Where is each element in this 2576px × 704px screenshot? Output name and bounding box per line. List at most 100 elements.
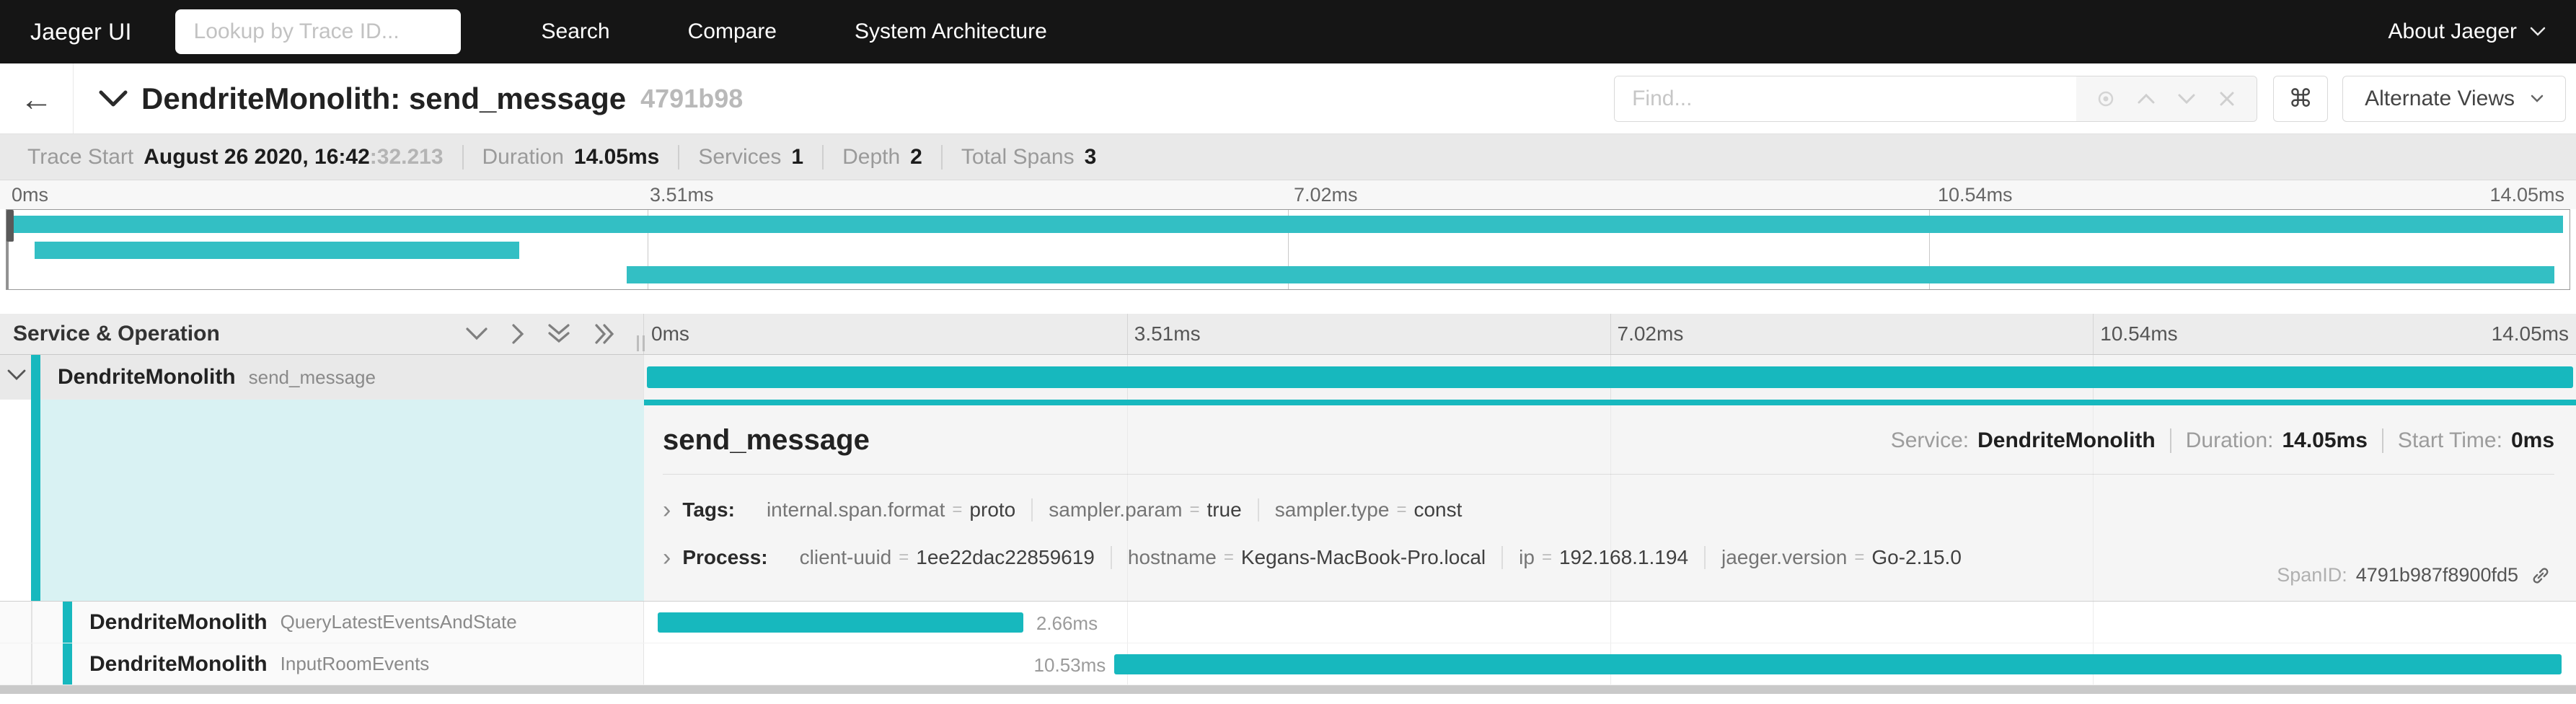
process-row: › Process: client-uuid = 1ee22dac2285961… (663, 545, 2554, 570)
equals-sign: = (899, 547, 909, 567)
collapse-one-icon[interactable] (464, 327, 489, 341)
span-duration-bar[interactable] (1114, 654, 2562, 674)
depth-value: 2 (910, 144, 922, 169)
trace-summary-bar: Trace Start August 26 2020, 16:42:32.213… (0, 134, 2576, 180)
about-jaeger-label: About Jaeger (2388, 19, 2517, 43)
span-id-label: SpanID: (2277, 564, 2347, 586)
tag-value: true (1207, 498, 1242, 521)
alternate-views-dropdown[interactable]: Alternate Views (2342, 75, 2566, 122)
timeline-gridline (1610, 602, 1611, 643)
equals-sign: = (1189, 500, 1200, 519)
find-prev-icon[interactable] (2135, 88, 2157, 110)
main-nav: Search Compare System Architecture (542, 19, 1047, 44)
summary-services: Services 1 (678, 144, 822, 170)
span-name-cell[interactable]: DendriteMonolith QueryLatestEventsAndSta… (0, 602, 644, 643)
process-toggle[interactable]: Process: (682, 546, 768, 568)
chevron-down-icon[interactable] (6, 369, 27, 385)
trace-start-label: Trace Start (27, 144, 134, 169)
span-duration-bar[interactable] (647, 366, 2573, 388)
span-bar-cell[interactable]: 10.53ms (644, 643, 2576, 685)
tag-key: internal.span.format (766, 498, 945, 521)
span-detail-left-gutter[interactable] (0, 400, 644, 601)
top-nav: Jaeger UI Search Compare System Architec… (0, 0, 2576, 63)
span-row-input-room-events[interactable]: DendriteMonolith InputRoomEvents 10.53ms (0, 643, 2576, 685)
timeline-gridline (1610, 405, 1611, 601)
span-bar-cell[interactable] (644, 355, 2576, 400)
tags-toggle[interactable]: Tags: (682, 498, 735, 521)
span-name-cell[interactable]: DendriteMonolith send_message (0, 355, 644, 400)
find-controls (2076, 76, 2257, 121)
minimap-tick: 0ms (12, 184, 49, 206)
span-detail-header: send_message Service: DendriteMonolith D… (663, 424, 2554, 457)
timeline-tick: 3.51ms (1134, 322, 1201, 345)
trace-id-lookup-input[interactable] (175, 9, 461, 54)
tag-value: const (1413, 498, 1463, 521)
link-icon[interactable] (2530, 565, 2551, 586)
minimap-gridline (1288, 210, 1289, 289)
span-name-cell[interactable]: DendriteMonolith InputRoomEvents (0, 643, 644, 685)
trace-header-controls: ⌘ Alternate Views (1614, 75, 2576, 122)
service-color-stripe (63, 643, 72, 685)
find-input[interactable] (1615, 76, 2077, 121)
clear-find-icon[interactable] (2216, 88, 2238, 110)
tag-key: sampler.type (1274, 498, 1390, 521)
trace-id-short: 4791b98 (640, 83, 744, 113)
meta-duration-value: 14.05ms (2282, 428, 2368, 452)
expand-one-icon[interactable] (511, 322, 525, 346)
collapse-trace-detail-button[interactable] (98, 89, 128, 108)
locate-span-icon[interactable] (2095, 88, 2117, 110)
alternate-views-label: Alternate Views (2365, 86, 2515, 110)
duration-value: 14.05ms (573, 144, 660, 169)
keyboard-shortcuts-button[interactable]: ⌘ (2273, 75, 2329, 122)
find-next-icon[interactable] (2176, 88, 2197, 110)
minimap-canvas[interactable] (6, 209, 2570, 290)
process-item: hostname = Kegans-MacBook-Pro.local (1110, 546, 1501, 569)
span-bar-cell[interactable]: 2.66ms (644, 602, 2576, 643)
viewport-scrubber-line (6, 210, 9, 289)
equals-sign: = (1223, 547, 1234, 567)
equals-sign: = (1396, 500, 1407, 519)
minimap-span-bar (35, 242, 519, 259)
timeline-gridline (2093, 405, 2094, 601)
service-name: DendriteMonolith (58, 365, 236, 389)
timeline-gridline (2093, 602, 2094, 643)
depth-label: Depth (842, 144, 901, 169)
services-label: Services (698, 144, 782, 169)
timeline-gridline (2093, 314, 2094, 354)
timeline-tick-header: 0ms 3.51ms 7.02ms 10.54ms 14.05ms (644, 314, 2576, 354)
minimap-span-bar (627, 266, 2554, 283)
viewport-scrubber-handle[interactable] (6, 210, 14, 242)
column-resize-grip[interactable] (637, 335, 645, 351)
span-detail-row[interactable]: send_message Service: DendriteMonolith D… (0, 400, 2576, 602)
tag-item: sampler.param = true (1031, 498, 1257, 522)
nav-item-system-architecture[interactable]: System Architecture (855, 19, 1047, 43)
meta-start-time-label: Start Time: (2397, 428, 2502, 452)
process-value: 1ee22dac22859619 (916, 546, 1095, 568)
span-row-send-message[interactable]: DendriteMonolith send_message (0, 355, 2576, 400)
meta-service-value: DendriteMonolith (1977, 428, 2156, 452)
chevron-right-icon[interactable]: › (663, 544, 671, 571)
equals-sign: = (1854, 547, 1865, 567)
minimap-span-bar (10, 216, 2564, 233)
back-button[interactable]: ← (0, 63, 74, 133)
chevron-right-icon[interactable]: › (663, 496, 671, 524)
timeline-bottom-scrollbar[interactable] (0, 685, 2576, 694)
indent-guide (31, 643, 32, 685)
service-color-stripe (31, 400, 40, 601)
nav-item-compare[interactable]: Compare (687, 19, 777, 43)
process-value: Kegans-MacBook-Pro.local (1240, 546, 1486, 568)
nav-item-search[interactable]: Search (541, 19, 610, 43)
process-value: 192.168.1.194 (1558, 546, 1689, 568)
span-rows: DendriteMonolith send_message send_messa… (0, 355, 2576, 694)
collapse-all-icon[interactable] (547, 322, 571, 346)
total-spans-value: 3 (1084, 144, 1097, 169)
app-logo[interactable]: Jaeger UI (30, 18, 132, 45)
span-duration-bar[interactable] (657, 612, 1023, 633)
span-row-query-latest-events[interactable]: DendriteMonolith QueryLatestEventsAndSta… (0, 602, 2576, 643)
span-id-value: 4791b987f8900fd5 (2355, 564, 2518, 586)
service-color-stripe (63, 602, 72, 643)
about-jaeger-menu[interactable]: About Jaeger (2388, 19, 2546, 44)
minimap-tick: 7.02ms (1294, 184, 1358, 206)
expand-all-icon[interactable] (593, 322, 617, 346)
timeline-tick: 10.54ms (2100, 322, 2178, 345)
